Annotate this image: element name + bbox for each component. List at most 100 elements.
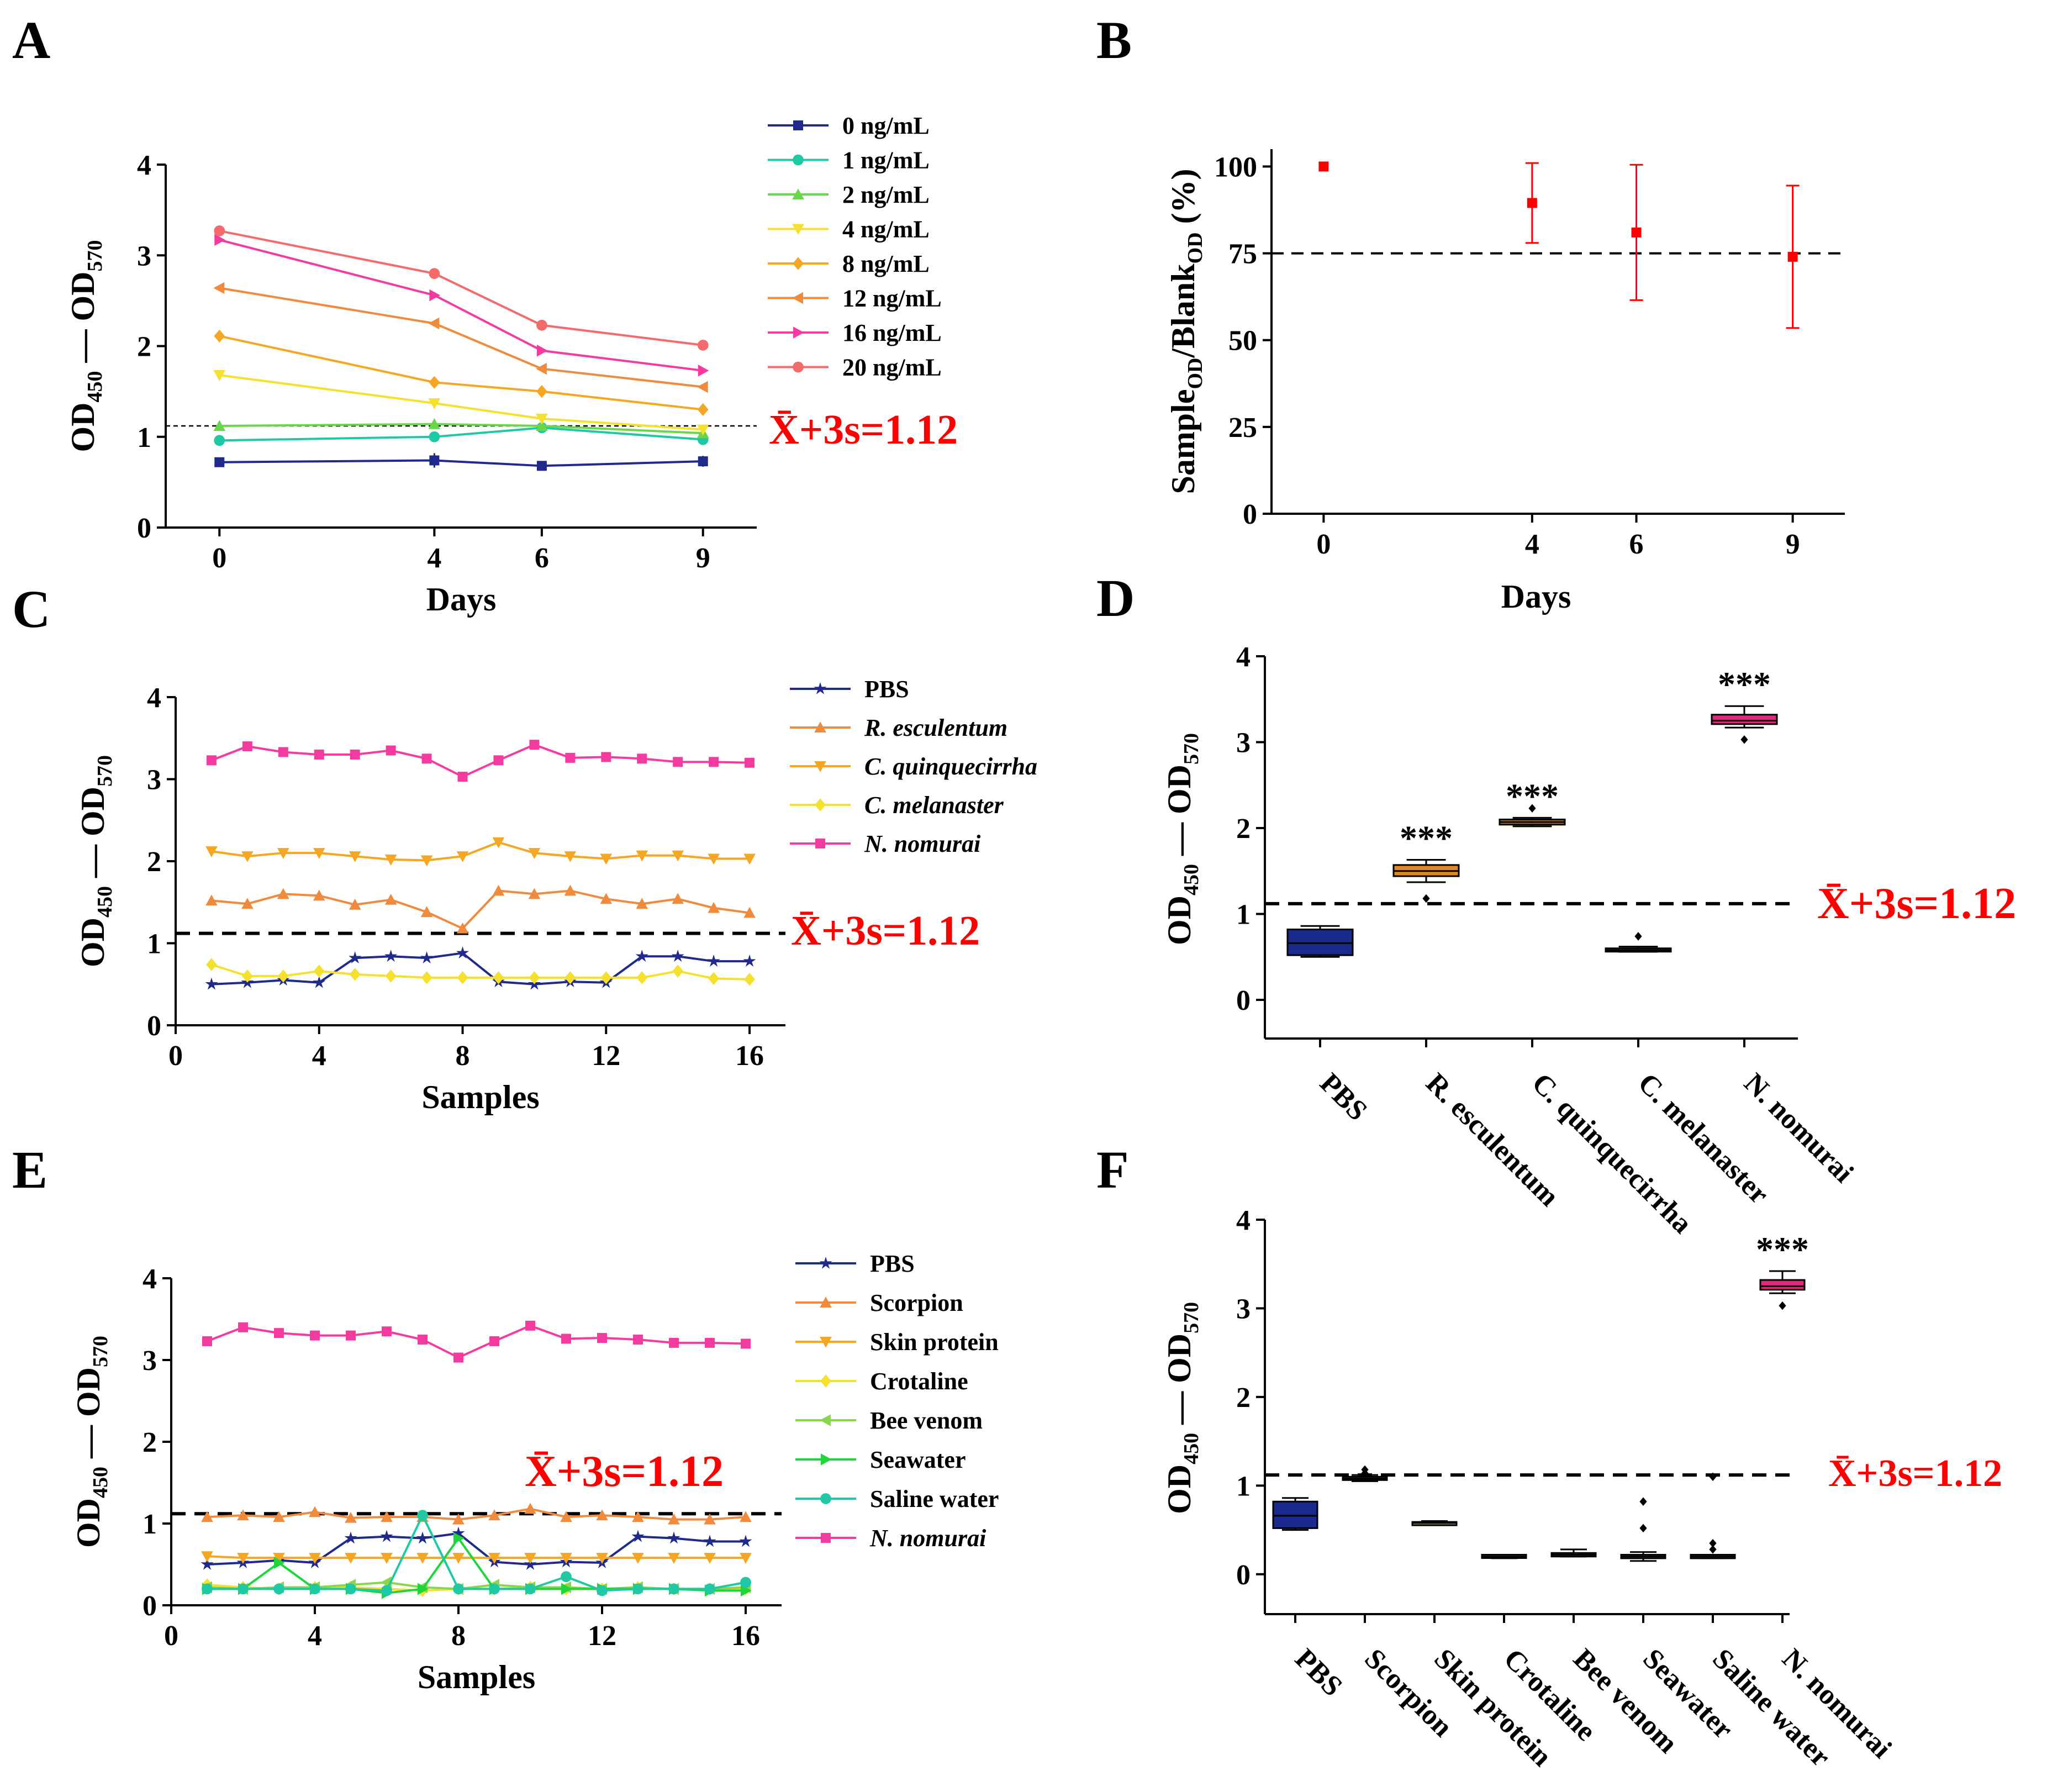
x-tick-label: 4 <box>308 1620 322 1652</box>
data-point <box>238 1583 249 1595</box>
data-point <box>673 757 683 767</box>
x-tick-label: 0 <box>164 1620 178 1652</box>
y-axis-label-text: — OD <box>1161 765 1197 864</box>
data-point <box>278 747 288 757</box>
data-point <box>528 888 541 899</box>
data-point <box>273 1583 284 1595</box>
data-point <box>242 741 252 752</box>
data-point <box>349 968 361 981</box>
data-point <box>524 1503 536 1514</box>
data-point <box>277 888 289 899</box>
data-point <box>274 1328 284 1338</box>
data-point <box>739 1535 752 1547</box>
series-line <box>207 1532 746 1566</box>
data-point <box>202 1583 213 1595</box>
data-point <box>708 972 720 985</box>
data-point <box>384 855 397 866</box>
data-point <box>601 752 611 762</box>
data-point <box>597 1585 608 1596</box>
data-point <box>418 1583 429 1595</box>
data-point <box>561 1583 572 1595</box>
data-point <box>697 339 709 351</box>
legend-marker <box>793 257 804 270</box>
legend-label: 0 ng/mL <box>842 112 930 139</box>
y-tick-label: 1 <box>147 929 161 960</box>
legend-marker <box>815 839 825 848</box>
series-line <box>207 1324 746 1359</box>
data-point <box>672 964 684 978</box>
y-tick-label: 1 <box>137 422 151 454</box>
data-point <box>241 969 253 983</box>
data-point <box>668 1553 680 1564</box>
panel-label-b: B <box>1096 10 1132 70</box>
data-point <box>206 958 217 971</box>
box-outlier <box>1740 735 1748 744</box>
y-axis-label-text: /Blank <box>1165 263 1201 359</box>
y-axis-label-text: OD <box>1161 895 1197 945</box>
y-axis-label-text: — OD <box>75 787 111 886</box>
legend-marker <box>814 682 827 694</box>
y-tick-label: 4 <box>143 1263 157 1295</box>
data-point <box>709 757 719 767</box>
data-point <box>704 1513 716 1525</box>
data-point <box>564 971 576 984</box>
y-axis-label: OD450 — OD570 <box>75 755 117 967</box>
data-point <box>202 1336 212 1346</box>
panel-label-f: F <box>1096 1140 1129 1199</box>
data-point <box>416 1553 429 1564</box>
y-tick-label: 4 <box>1236 641 1251 673</box>
x-axis-label: Samples <box>418 1659 535 1695</box>
x-axis-label: Samples <box>421 1079 539 1115</box>
box-body <box>1759 1279 1806 1291</box>
y-axis-label-subscript: 450 <box>83 371 107 403</box>
data-point <box>672 893 684 904</box>
data-point <box>668 1513 680 1525</box>
data-point <box>536 461 547 471</box>
data-point <box>1631 227 1642 238</box>
significance-label: *** <box>1718 665 1771 704</box>
data-point <box>205 846 218 857</box>
y-tick-label: 25 <box>1228 412 1257 444</box>
panel-label-e: E <box>12 1140 48 1199</box>
y-tick-label: 0 <box>1236 985 1251 1016</box>
x-tick-label: 0 <box>168 1040 183 1072</box>
legend-label: 12 ng/mL <box>842 285 942 312</box>
series-line <box>211 743 750 778</box>
series-line <box>219 459 703 467</box>
data-point <box>429 455 440 466</box>
data-point <box>528 848 541 859</box>
series-line <box>219 229 703 346</box>
y-axis-label-subscript: 570 <box>83 240 107 272</box>
data-point <box>708 902 720 913</box>
data-point <box>384 893 397 905</box>
x-tick-label: 8 <box>456 1040 470 1072</box>
data-point <box>416 1531 429 1544</box>
data-point <box>277 848 289 859</box>
legend-marker <box>793 326 804 339</box>
y-axis-label: OD450 — OD570 <box>1161 733 1203 945</box>
legend-marker <box>820 1337 832 1348</box>
category-label: PBS <box>1289 1643 1348 1703</box>
data-point <box>600 853 613 865</box>
y-tick-label: 2 <box>1236 1382 1251 1414</box>
data-point <box>492 884 505 896</box>
data-point <box>453 1583 464 1595</box>
series-line <box>207 1555 746 1559</box>
box-outlier <box>1709 1538 1717 1548</box>
data-point <box>452 1513 465 1525</box>
series-line <box>219 426 703 442</box>
data-point <box>561 1334 571 1344</box>
data-point <box>564 884 577 896</box>
data-point <box>631 1530 645 1542</box>
data-point <box>703 1535 716 1547</box>
legend-marker <box>820 1374 831 1388</box>
data-point <box>214 457 225 467</box>
box-outlier <box>1528 804 1536 813</box>
data-point <box>453 1532 465 1545</box>
data-point <box>309 1506 321 1517</box>
y-axis-label: SampleOD/BlankOD (%) <box>1165 168 1207 494</box>
data-point <box>741 1584 752 1597</box>
data-point <box>214 225 225 236</box>
data-point <box>492 837 505 848</box>
data-point <box>560 1511 572 1522</box>
